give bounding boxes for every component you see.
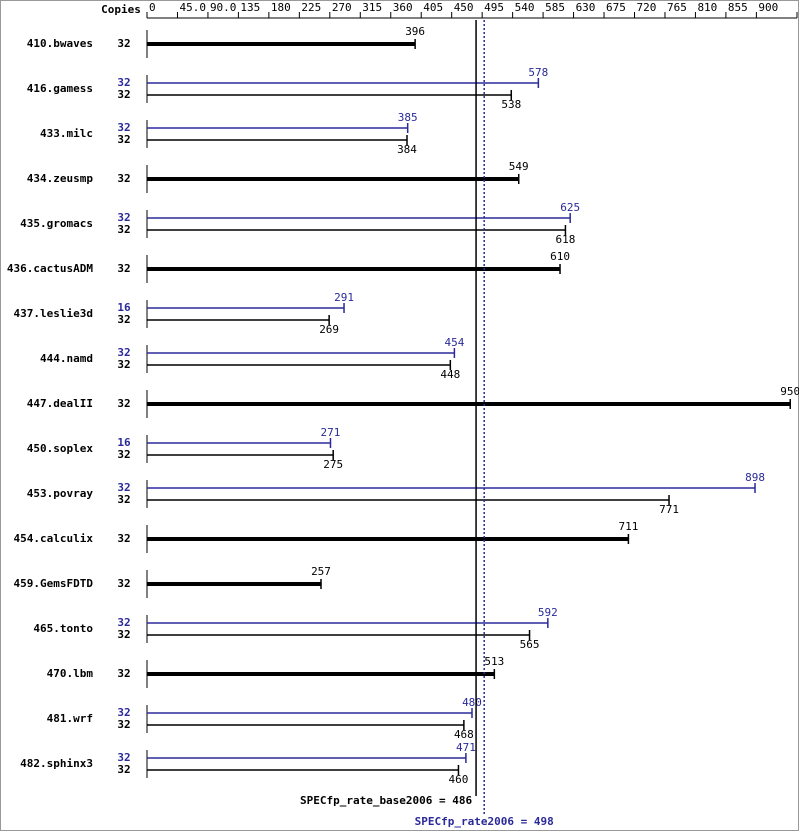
x-tick-label: 45.0 — [179, 1, 206, 14]
base-value-label: 396 — [405, 25, 425, 38]
base-copies: 32 — [117, 133, 130, 146]
peak-value-label: 592 — [538, 606, 558, 619]
benchmark-name: 437.leslie3d — [14, 307, 93, 320]
x-tick-label: 585 — [545, 1, 565, 14]
peak-copies: 32 — [117, 121, 130, 134]
peak-value-label: 271 — [321, 426, 341, 439]
x-tick-label: 675 — [606, 1, 626, 14]
base-value-label: 384 — [397, 143, 417, 156]
x-tick-label: 810 — [697, 1, 717, 14]
peak-value-label: 471 — [456, 741, 476, 754]
peak-value-label: 898 — [745, 471, 765, 484]
peak-copies: 32 — [117, 346, 130, 359]
x-tick-label: 855 — [728, 1, 748, 14]
peak-copies: 32 — [117, 751, 130, 764]
benchmark-name: 481.wrf — [47, 712, 93, 725]
base-value-label: 468 — [454, 728, 474, 741]
benchmark-name: 436.cactusADM — [7, 262, 93, 275]
base-value-label: 460 — [449, 773, 469, 786]
base-value-label: 711 — [618, 520, 638, 533]
benchmark-name: 459.GemsFDTD — [14, 577, 94, 590]
base-value-label: 538 — [501, 98, 521, 111]
peak-copies: 16 — [117, 436, 131, 449]
base-copies: 32 — [117, 493, 130, 506]
x-tick-label: 405 — [423, 1, 443, 14]
base-copies: 32 — [117, 37, 130, 50]
base-score-label: SPECfp_rate_base2006 = 486 — [300, 794, 473, 807]
base-value-label: 565 — [520, 638, 540, 651]
benchmark-name: 482.sphinx3 — [20, 757, 93, 770]
base-copies: 32 — [117, 763, 130, 776]
x-tick-label: 720 — [637, 1, 657, 14]
base-value-label: 549 — [509, 160, 529, 173]
benchmark-name: 454.calculix — [14, 532, 94, 545]
peak-copies: 32 — [117, 706, 130, 719]
benchmark-name: 450.soplex — [27, 442, 94, 455]
base-value-label: 771 — [659, 503, 679, 516]
x-tick-label: 270 — [332, 1, 352, 14]
benchmark-name: 433.milc — [40, 127, 93, 140]
benchmark-name: 434.zeusmp — [27, 172, 94, 185]
base-copies: 32 — [117, 628, 130, 641]
x-tick-label: 540 — [515, 1, 535, 14]
peak-copies: 32 — [117, 616, 130, 629]
x-tick-label: 0 — [149, 1, 156, 14]
base-value-label: 950 — [780, 385, 799, 398]
benchmark-name: 435.gromacs — [20, 217, 93, 230]
peak-value-label: 454 — [444, 336, 464, 349]
base-copies: 32 — [117, 532, 130, 545]
base-value-label: 618 — [556, 233, 576, 246]
copies-header: Copies — [101, 3, 141, 16]
benchmark-name: 444.namd — [40, 352, 93, 365]
benchmark-name: 410.bwaves — [27, 37, 93, 50]
benchmark-name: 447.dealII — [27, 397, 93, 410]
base-value-label: 513 — [484, 655, 504, 668]
benchmark-name: 453.povray — [27, 487, 94, 500]
peak-value-label: 625 — [560, 201, 580, 214]
peak-score-label: SPECfp_rate2006 = 498 — [415, 815, 554, 828]
x-tick-label: 315 — [362, 1, 382, 14]
x-tick-label: 225 — [301, 1, 321, 14]
peak-value-label: 385 — [398, 111, 418, 124]
benchmark-name: 416.gamess — [27, 82, 93, 95]
base-copies: 32 — [117, 718, 130, 731]
base-copies: 32 — [117, 313, 130, 326]
peak-copies: 32 — [117, 211, 130, 224]
base-copies: 32 — [117, 667, 130, 680]
base-copies: 32 — [117, 172, 130, 185]
x-tick-label: 90.0 — [210, 1, 237, 14]
peak-copies: 16 — [117, 301, 131, 314]
base-copies: 32 — [117, 88, 130, 101]
base-copies: 32 — [117, 223, 130, 236]
base-copies: 32 — [117, 448, 130, 461]
peak-value-label: 480 — [462, 696, 482, 709]
x-tick-label: 495 — [484, 1, 504, 14]
benchmark-name: 470.lbm — [47, 667, 94, 680]
base-copies: 32 — [117, 577, 130, 590]
x-tick-label: 450 — [454, 1, 474, 14]
peak-value-label: 291 — [334, 291, 354, 304]
peak-value-label: 578 — [528, 66, 548, 79]
x-tick-label: 630 — [576, 1, 596, 14]
base-value-label: 610 — [550, 250, 570, 263]
x-tick-label: 135 — [240, 1, 260, 14]
peak-copies: 32 — [117, 481, 130, 494]
x-tick-label: 360 — [393, 1, 413, 14]
peak-copies: 32 — [117, 76, 130, 89]
base-value-label: 269 — [319, 323, 339, 336]
x-tick-label: 765 — [667, 1, 687, 14]
base-copies: 32 — [117, 262, 130, 275]
benchmark-name: 465.tonto — [33, 622, 93, 635]
base-value-label: 257 — [311, 565, 331, 578]
base-value-label: 448 — [440, 368, 460, 381]
x-tick-label: 900 — [758, 1, 778, 14]
base-value-label: 275 — [323, 458, 343, 471]
base-copies: 32 — [117, 358, 130, 371]
base-copies: 32 — [117, 397, 130, 410]
x-tick-label: 180 — [271, 1, 291, 14]
